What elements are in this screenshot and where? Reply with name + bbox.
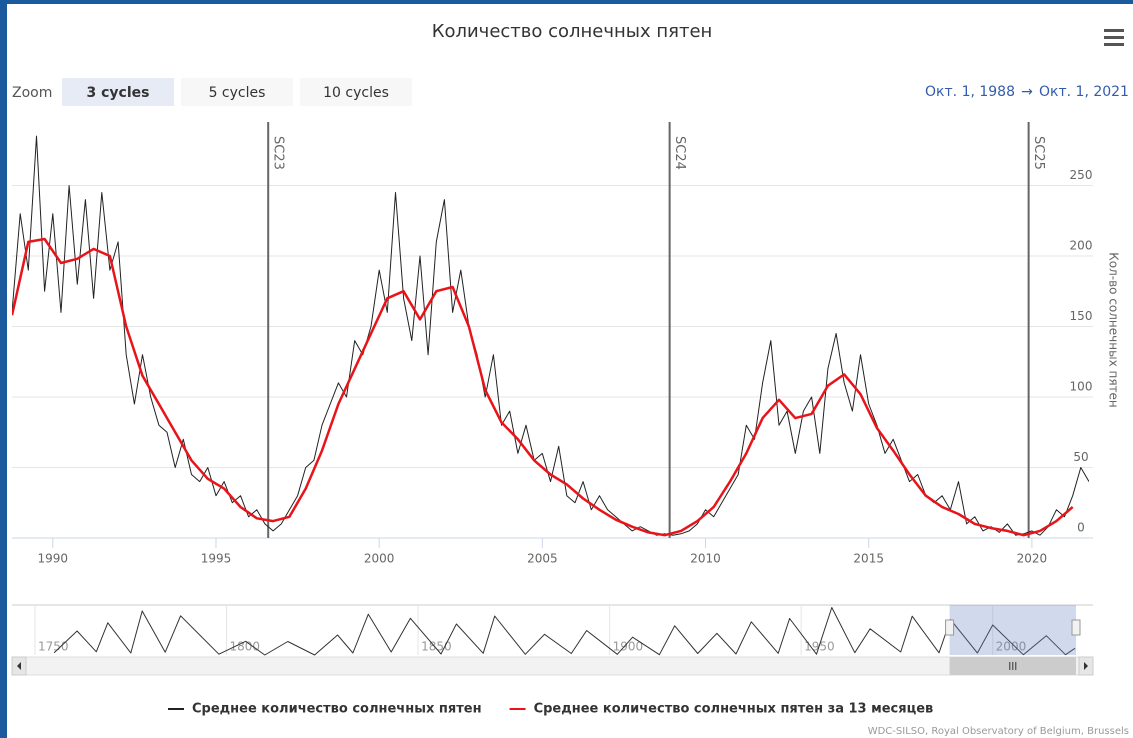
- series-line: [12, 135, 1089, 536]
- x-tick-label: 1990: [38, 552, 69, 566]
- navigator-tick-label: 1900: [613, 640, 644, 654]
- navigator-handle[interactable]: [1071, 619, 1081, 636]
- frame-top: [0, 0, 1133, 4]
- zoom-button[interactable]: [62, 78, 174, 106]
- menu-icon[interactable]: [1104, 29, 1124, 46]
- x-tick-label: 2005: [527, 552, 558, 566]
- zoom-button[interactable]: [300, 78, 412, 106]
- range-to[interactable]: Окт. 1, 2021: [1039, 84, 1129, 100]
- navigator-tick-label: 1850: [421, 640, 452, 654]
- scrollbar-track: [11, 656, 1094, 676]
- x-tick-label: 2020: [1017, 552, 1048, 566]
- zoom-label: Zoom: [12, 85, 52, 101]
- x-tick-label: 2015: [853, 552, 884, 566]
- zoom-button[interactable]: [181, 78, 293, 106]
- x-tick-label: 2010: [690, 552, 721, 566]
- series-line: [12, 237, 1074, 537]
- arrow: [1084, 662, 1088, 670]
- y-axis-label: Кол-во солнечных пятен: [1107, 252, 1121, 408]
- navigator-handle[interactable]: [945, 619, 955, 636]
- chart-title: Количество солнечных пятен: [432, 21, 713, 42]
- range-from[interactable]: Окт. 1, 1988: [925, 84, 1015, 100]
- menu-bar: [1104, 29, 1124, 32]
- y-tick-label: 50: [1073, 450, 1088, 464]
- menu-bar: [1104, 36, 1124, 39]
- arrow: [17, 662, 21, 670]
- range-arrow: →: [1021, 84, 1033, 100]
- navigator-mask: [949, 605, 1076, 655]
- navigator-line: [53, 607, 1076, 656]
- legend-label[interactable]: Среднее количество солнечных пятен: [192, 702, 482, 717]
- x-tick-label: 2000: [364, 552, 395, 566]
- menu-bar: [1104, 43, 1124, 46]
- zoom-button-label[interactable]: 5 cycles: [209, 85, 266, 101]
- y-tick-label: 150: [1070, 309, 1093, 323]
- credits[interactable]: WDC-SILSO, Royal Observatory of Belgium,…: [868, 726, 1129, 737]
- y-tick-label: 0: [1077, 521, 1085, 535]
- navigator-tick-label: 1800: [230, 640, 261, 654]
- y-tick-label: 250: [1070, 168, 1093, 182]
- x-tick-label: 1995: [201, 552, 232, 566]
- legend-label[interactable]: Среднее количество солнечных пятен за 13…: [534, 702, 934, 717]
- y-tick-label: 100: [1070, 379, 1093, 393]
- zoom-button-label[interactable]: 10 cycles: [323, 85, 389, 101]
- plot-line-label: SC24: [672, 136, 687, 170]
- zoom-button-label[interactable]: 3 cycles: [87, 85, 150, 101]
- plot-line-label: SC25: [1031, 136, 1046, 170]
- frame-left: [0, 0, 7, 738]
- y-tick-label: 200: [1070, 238, 1093, 252]
- plot-line-label: SC23: [271, 136, 286, 170]
- navigator-tick-label: 1750: [38, 640, 69, 654]
